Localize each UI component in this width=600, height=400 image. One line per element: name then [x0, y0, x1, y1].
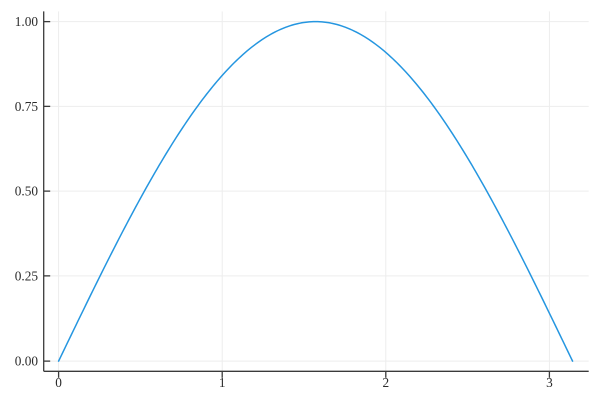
svg-text:0.25: 0.25 — [15, 268, 39, 283]
svg-text:2: 2 — [382, 375, 389, 390]
svg-text:0.50: 0.50 — [15, 184, 39, 199]
svg-text:1.00: 1.00 — [15, 14, 39, 29]
svg-text:0.00: 0.00 — [15, 354, 39, 369]
svg-text:3: 3 — [546, 375, 553, 390]
svg-text:1: 1 — [219, 375, 226, 390]
svg-text:0: 0 — [55, 375, 62, 390]
svg-text:0.75: 0.75 — [15, 99, 39, 114]
